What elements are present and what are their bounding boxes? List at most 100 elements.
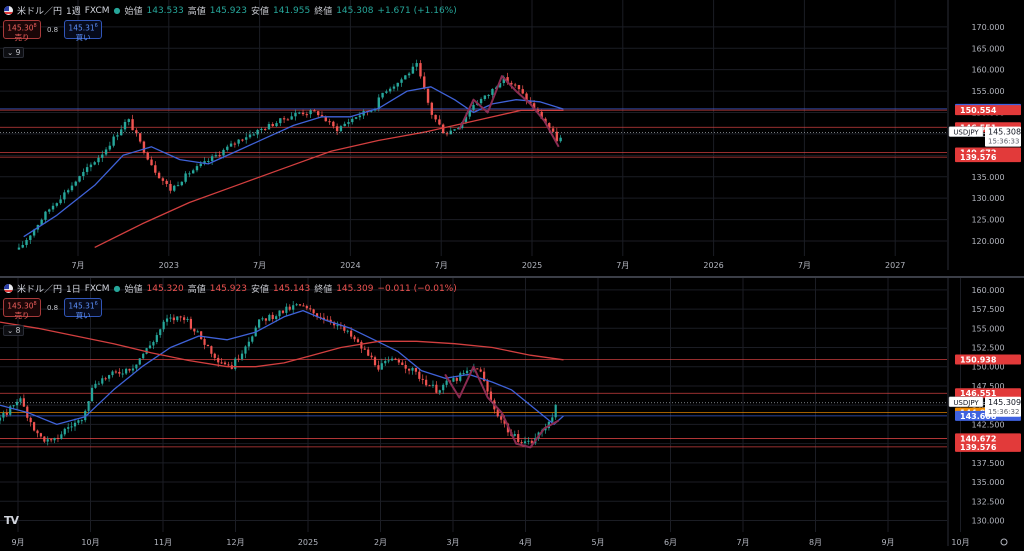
level-price-text: 139.576 <box>960 443 997 452</box>
candle-body <box>472 104 475 110</box>
high-label: 高値 <box>187 7 206 17</box>
candle-body <box>233 143 237 145</box>
sell-button[interactable]: 145.308 売り <box>3 298 41 320</box>
candle-body <box>155 335 158 343</box>
candle-body <box>237 139 240 144</box>
candle-body <box>469 370 472 372</box>
candle-body <box>32 229 36 236</box>
candle-body <box>339 126 343 132</box>
y-tick-label: 155.000 <box>971 87 1004 96</box>
candle-body <box>222 149 225 156</box>
level-price-text: 146.551 <box>960 389 997 398</box>
candle-body <box>263 128 267 130</box>
candle-body <box>97 157 100 163</box>
candle-body <box>548 123 551 129</box>
candle-body <box>247 341 250 347</box>
candle-body <box>347 122 350 124</box>
ma_fast-line <box>0 309 564 426</box>
candle-body <box>442 384 445 391</box>
candle-body <box>51 205 55 210</box>
candle-body <box>486 381 489 392</box>
candle-body <box>176 316 179 321</box>
zigzag-line <box>444 365 560 449</box>
candle-body <box>85 167 89 172</box>
symbol-name[interactable]: 米ドル／円 <box>17 285 63 295</box>
candle-body <box>36 430 39 434</box>
candle-body <box>84 410 87 421</box>
weekly-chart-pane[interactable]: 170.000165.000160.000155.000150.000145.0… <box>0 0 1024 276</box>
candle-body <box>135 130 138 134</box>
candle-body <box>487 94 490 96</box>
candle-body <box>479 99 483 104</box>
high-value: 145.923 <box>209 5 247 16</box>
y-tick-label: 157.500 <box>971 305 1004 314</box>
daily-chart-pane[interactable]: 160.000 157.500 155.000 152.500 150.000 147.5… <box>0 278 1024 551</box>
buy-button[interactable]: 145.316 買い <box>64 298 103 320</box>
candle-body <box>77 420 80 423</box>
candle-body <box>445 133 449 135</box>
candle-body <box>309 308 312 310</box>
candle-body <box>108 145 112 150</box>
candle-body <box>354 117 358 119</box>
candle-body <box>218 155 221 157</box>
settings-gear-icon <box>1000 538 1008 546</box>
candle-body <box>381 92 384 98</box>
us-jp-flag-icon <box>4 284 13 293</box>
candle-body <box>210 156 214 161</box>
ma_slow-line <box>0 321 564 368</box>
candle-body <box>74 181 77 186</box>
buy-button[interactable]: 145.316 買い <box>64 20 103 42</box>
candle-body <box>555 131 559 142</box>
interval-label[interactable]: 1日 <box>66 285 81 295</box>
candle-body <box>529 100 532 104</box>
zigzag-line <box>458 75 560 148</box>
x-tick-label: 7月 <box>253 261 266 270</box>
candle-body <box>271 314 274 320</box>
candle-body <box>241 139 244 141</box>
candle-body <box>503 419 506 424</box>
candle-body <box>123 121 127 130</box>
candle-body <box>29 235 32 240</box>
indicators-toggle[interactable]: ⌄ 8 <box>3 325 25 336</box>
candle-body <box>411 66 415 74</box>
weekly-price-chart[interactable]: 170.000165.000160.000155.000150.000145.0… <box>0 0 1024 276</box>
ma_slow-line <box>94 109 564 248</box>
candle-body <box>217 357 220 363</box>
candle-body <box>513 434 516 436</box>
candle-body <box>162 321 165 330</box>
close-value: 145.308 <box>336 5 374 16</box>
candle-body <box>438 390 441 393</box>
high-label: 高値 <box>187 285 206 295</box>
daily-price-chart[interactable]: 160.000 157.500 155.000 152.500 150.000 147.5… <box>0 278 1024 551</box>
candle-body <box>350 330 353 337</box>
tradingview-logo[interactable]: TV <box>4 514 19 527</box>
candle-body <box>356 339 360 342</box>
sell-button[interactable]: 145.308 売り <box>3 20 41 42</box>
candle-body <box>39 433 43 437</box>
indicators-toggle[interactable]: ⌄ 9 <box>3 47 25 58</box>
candle-body <box>290 116 293 120</box>
candle-body <box>40 219 43 226</box>
candle-body <box>89 164 93 168</box>
candle-body <box>313 110 316 112</box>
candle-body <box>165 180 168 184</box>
level-price-text: 150.554 <box>960 106 997 115</box>
candle-body <box>380 363 383 370</box>
pane-divider[interactable] <box>0 276 1024 278</box>
candle-body <box>298 112 301 114</box>
interval-label[interactable]: 1週 <box>66 7 81 17</box>
candle-body <box>332 121 335 127</box>
symbol-tag <box>948 396 984 408</box>
candle-body <box>173 185 176 191</box>
candle-body <box>15 401 19 406</box>
candle-body <box>93 162 96 165</box>
symbol-name[interactable]: 米ドル／円 <box>17 7 63 17</box>
current-price-tag <box>985 396 1021 417</box>
candle-body <box>415 63 418 67</box>
change-value: −0.011 (−0.01%) <box>377 283 457 294</box>
candle-body <box>227 364 230 366</box>
x-tick-label: 2025 <box>522 261 542 270</box>
candle-body <box>248 134 252 138</box>
candle-body <box>80 420 83 422</box>
candle-body <box>401 362 404 365</box>
